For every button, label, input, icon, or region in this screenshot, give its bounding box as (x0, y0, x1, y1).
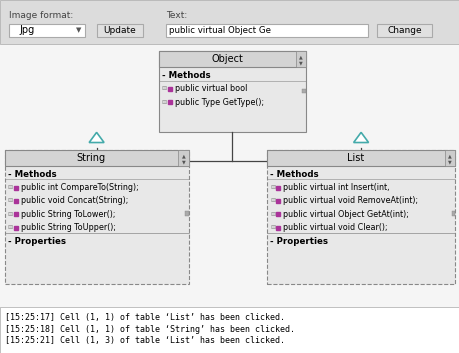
Text: public void Concat(String);: public void Concat(String); (21, 196, 128, 205)
Text: Image format:: Image format: (9, 11, 73, 20)
FancyBboxPatch shape (158, 51, 305, 132)
FancyBboxPatch shape (266, 150, 454, 284)
FancyBboxPatch shape (96, 24, 142, 37)
Text: Jpg: Jpg (19, 25, 34, 35)
Text: - Methods: - Methods (270, 169, 319, 179)
FancyBboxPatch shape (295, 51, 305, 67)
FancyBboxPatch shape (9, 24, 85, 37)
Text: List: List (346, 153, 363, 163)
Text: ⊟: ⊟ (269, 185, 274, 190)
Text: Text:: Text: (165, 11, 186, 20)
Text: ⊟: ⊟ (8, 198, 13, 203)
FancyBboxPatch shape (5, 150, 188, 284)
Text: Object: Object (212, 54, 243, 64)
Text: [15:25:21] Cell (1, 3) of table ‘List’ has been clicked.: [15:25:21] Cell (1, 3) of table ‘List’ h… (5, 336, 284, 346)
Text: public Type GetType();: public Type GetType(); (175, 97, 264, 107)
Text: ▼: ▼ (75, 28, 81, 33)
Text: ⊟: ⊟ (269, 225, 274, 230)
FancyBboxPatch shape (178, 150, 188, 166)
Text: ▲: ▲ (298, 54, 302, 59)
FancyBboxPatch shape (5, 150, 188, 166)
Text: public int CompareTo(String);: public int CompareTo(String); (21, 183, 139, 192)
Text: ▲: ▲ (448, 153, 451, 158)
Text: public virtual void Clear();: public virtual void Clear(); (283, 223, 387, 232)
FancyBboxPatch shape (185, 211, 188, 216)
Text: - Properties: - Properties (270, 237, 328, 246)
Text: ⊟: ⊟ (269, 198, 274, 203)
FancyBboxPatch shape (0, 307, 459, 353)
FancyBboxPatch shape (451, 211, 454, 216)
FancyBboxPatch shape (0, 41, 459, 307)
FancyBboxPatch shape (444, 150, 454, 166)
Text: ▼: ▼ (448, 159, 451, 164)
Text: ▼: ▼ (298, 60, 302, 65)
Polygon shape (89, 132, 104, 143)
Polygon shape (353, 132, 368, 143)
Text: ⊟: ⊟ (162, 86, 167, 91)
Text: [15:25:17] Cell (1, 1) of table ‘List’ has been clicked.: [15:25:17] Cell (1, 1) of table ‘List’ h… (5, 313, 284, 322)
Text: ⊟: ⊟ (162, 100, 167, 104)
FancyBboxPatch shape (158, 51, 305, 67)
Text: public String ToUpper();: public String ToUpper(); (21, 223, 116, 232)
Text: public virtual int Insert(int,: public virtual int Insert(int, (283, 183, 389, 192)
Text: ⊟: ⊟ (8, 212, 13, 217)
FancyBboxPatch shape (266, 150, 454, 166)
Text: Update: Update (103, 26, 136, 35)
Text: public virtual Object Gе: public virtual Object Gе (168, 26, 270, 35)
Text: public virtual Object GetAt(int);: public virtual Object GetAt(int); (283, 210, 409, 219)
Text: public virtual void RemoveAt(int);: public virtual void RemoveAt(int); (283, 196, 418, 205)
Text: public String ToLower();: public String ToLower(); (21, 210, 115, 219)
Text: Change: Change (386, 26, 421, 35)
FancyBboxPatch shape (0, 0, 459, 44)
Text: ⊟: ⊟ (8, 225, 13, 230)
Text: - Properties: - Properties (8, 237, 66, 246)
Text: public virtual bool: public virtual bool (175, 84, 247, 93)
Text: - Methods: - Methods (162, 71, 211, 80)
FancyBboxPatch shape (302, 89, 305, 93)
FancyBboxPatch shape (376, 24, 431, 37)
Text: [15:25:18] Cell (1, 1) of table ‘String’ has been clicked.: [15:25:18] Cell (1, 1) of table ‘String’… (5, 325, 294, 334)
Text: ▼: ▼ (181, 159, 185, 164)
Text: ▲: ▲ (181, 153, 185, 158)
Text: - Methods: - Methods (8, 169, 57, 179)
Text: ⊟: ⊟ (269, 212, 274, 217)
FancyBboxPatch shape (165, 24, 367, 37)
Text: String: String (76, 153, 106, 163)
Text: ⊟: ⊟ (8, 185, 13, 190)
